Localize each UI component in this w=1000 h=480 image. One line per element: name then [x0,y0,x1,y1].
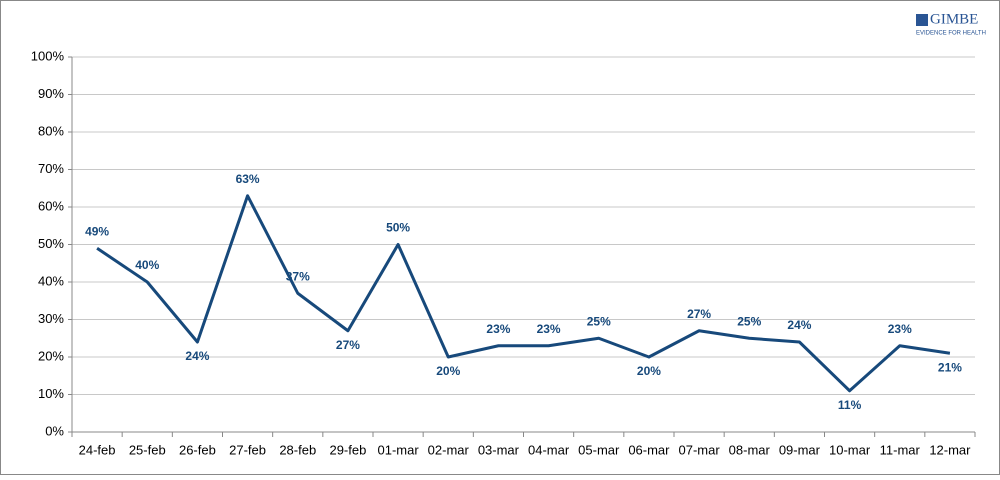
value-label: 20% [436,364,460,378]
logo-tagline: EVIDENCE FOR HEALTH [916,31,986,37]
x-tick-label: 27-feb [229,442,266,457]
x-tick-label: 25-feb [129,442,166,457]
y-tick-label: 50% [38,236,64,251]
value-label: 25% [737,314,761,328]
value-label: 40% [135,258,159,272]
y-tick-label: 100% [31,48,65,63]
x-tick-label: 07-mar [678,442,720,457]
x-tick-label: 11-mar [880,442,921,457]
x-tick-label: 01-mar [377,442,419,457]
x-tick-label: 06-mar [628,442,670,457]
y-tick-label: 80% [38,123,64,138]
value-label: 20% [637,364,661,378]
x-tick-label: 03-mar [478,442,520,457]
value-label: 50% [386,221,410,235]
x-tick-label: 02-mar [428,442,470,457]
value-label: 24% [185,349,209,363]
logo-icon [916,14,928,26]
y-tick-label: 10% [38,386,64,401]
series-line [96,194,951,393]
x-tick-label: 24-feb [79,442,116,457]
x-tick-label: 26-feb [179,442,216,457]
y-tick-label: 40% [38,273,64,288]
value-label: 37% [286,269,310,283]
y-tick-label: 70% [38,161,64,176]
y-tick-label: 30% [38,311,64,326]
x-tick-label: 05-mar [578,442,620,457]
value-label: 25% [587,314,611,328]
value-label: 49% [85,224,109,238]
y-tick-label: 90% [38,86,64,101]
value-label: 27% [687,307,711,321]
x-tick-label: 29-feb [329,442,366,457]
x-tick-label: 28-feb [279,442,316,457]
value-label: 11% [838,398,862,412]
x-tick-label: 10-mar [829,442,871,457]
value-label: 63% [236,172,260,186]
y-tick-label: 60% [38,198,64,213]
x-tick-label: 12-mar [929,442,971,457]
y-tick-label: 20% [38,348,64,363]
x-tick-label: 09-mar [779,442,821,457]
logo-name: GIMBE [930,11,978,27]
x-tick-label: 08-mar [729,442,771,457]
value-label: 23% [888,322,912,336]
value-label: 21% [938,360,962,374]
value-label: 23% [486,322,510,336]
x-tick-label: 04-mar [528,442,570,457]
value-label: 23% [537,322,561,336]
value-label: 27% [336,338,360,352]
value-label: 24% [787,318,811,332]
y-tick-label: 0% [45,423,64,438]
